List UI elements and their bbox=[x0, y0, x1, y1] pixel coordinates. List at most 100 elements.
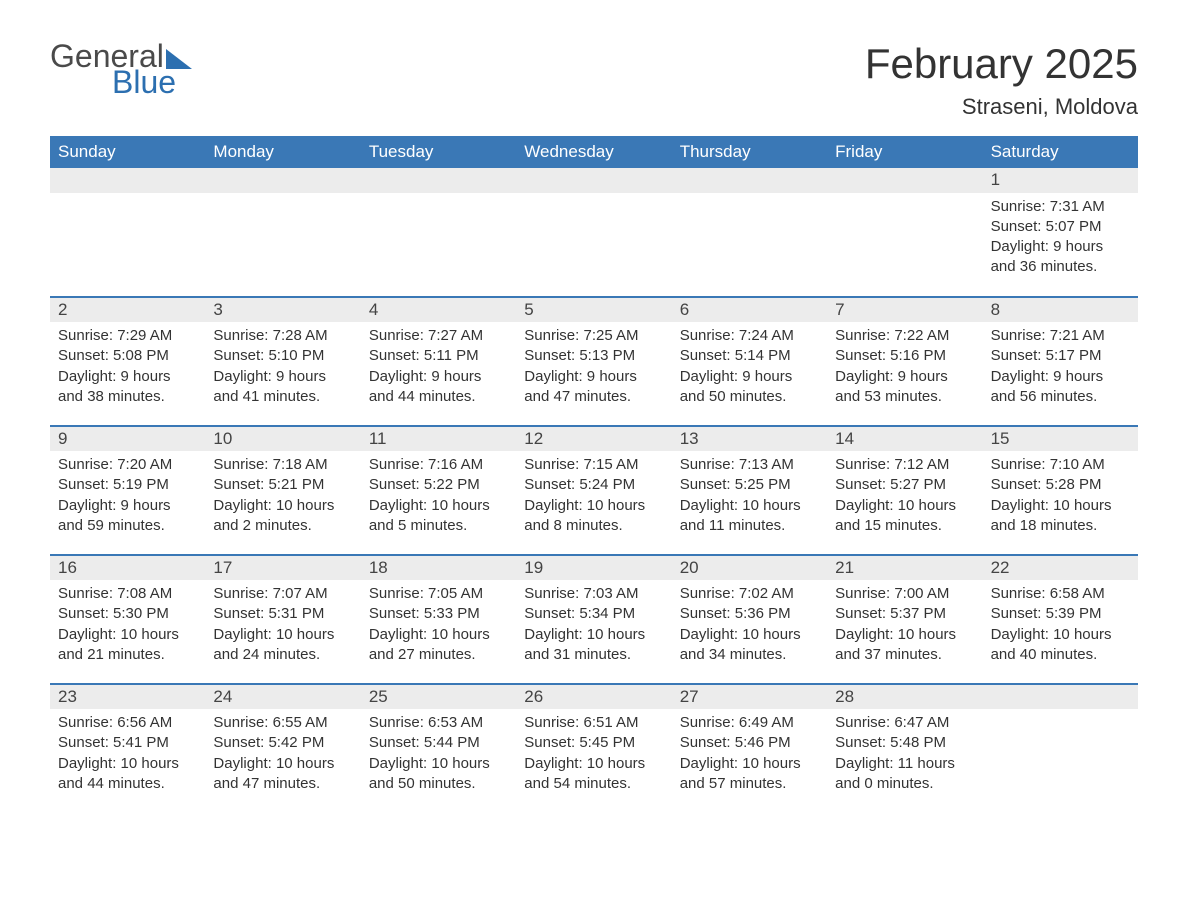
daylight1-text: Daylight: 10 hours bbox=[524, 625, 663, 645]
day-number: 8 bbox=[983, 298, 1138, 322]
sunrise-text: Sunrise: 7:31 AM bbox=[991, 197, 1130, 217]
day-number: 12 bbox=[516, 427, 671, 451]
day-number bbox=[50, 168, 205, 193]
day-cell: Sunrise: 7:08 AMSunset: 5:30 PMDaylight:… bbox=[50, 580, 205, 683]
daynum-band: 16171819202122 bbox=[50, 556, 1138, 580]
daylight2-text: and 37 minutes. bbox=[835, 645, 974, 665]
weekday-monday: Monday bbox=[205, 136, 360, 168]
daylight2-text: and 56 minutes. bbox=[991, 387, 1130, 407]
calendar-week: 232425262728Sunrise: 6:56 AMSunset: 5:41… bbox=[50, 683, 1138, 812]
day-number: 13 bbox=[672, 427, 827, 451]
daylight1-text: Daylight: 10 hours bbox=[680, 496, 819, 516]
daylight1-text: Daylight: 11 hours bbox=[835, 754, 974, 774]
day-number: 28 bbox=[827, 685, 982, 709]
daylight2-text: and 36 minutes. bbox=[991, 257, 1130, 277]
header: General Blue February 2025 Straseni, Mol… bbox=[50, 40, 1138, 120]
day-number: 17 bbox=[205, 556, 360, 580]
day-cell: Sunrise: 6:55 AMSunset: 5:42 PMDaylight:… bbox=[205, 709, 360, 812]
sunrise-text: Sunrise: 7:16 AM bbox=[369, 455, 508, 475]
day-number: 10 bbox=[205, 427, 360, 451]
day-number: 9 bbox=[50, 427, 205, 451]
daylight1-text: Daylight: 10 hours bbox=[680, 754, 819, 774]
day-cell: Sunrise: 7:00 AMSunset: 5:37 PMDaylight:… bbox=[827, 580, 982, 683]
daylight1-text: Daylight: 9 hours bbox=[524, 367, 663, 387]
day-number: 21 bbox=[827, 556, 982, 580]
daynum-band: 1 bbox=[50, 168, 1138, 193]
weekday-saturday: Saturday bbox=[983, 136, 1138, 168]
sunrise-text: Sunrise: 7:12 AM bbox=[835, 455, 974, 475]
sunset-text: Sunset: 5:48 PM bbox=[835, 733, 974, 753]
sunrise-text: Sunrise: 7:08 AM bbox=[58, 584, 197, 604]
day-cell: Sunrise: 7:28 AMSunset: 5:10 PMDaylight:… bbox=[205, 322, 360, 425]
day-number: 5 bbox=[516, 298, 671, 322]
daylight1-text: Daylight: 10 hours bbox=[369, 625, 508, 645]
day-cell: Sunrise: 7:27 AMSunset: 5:11 PMDaylight:… bbox=[361, 322, 516, 425]
sunrise-text: Sunrise: 7:03 AM bbox=[524, 584, 663, 604]
daylight1-text: Daylight: 10 hours bbox=[835, 625, 974, 645]
title-block: February 2025 Straseni, Moldova bbox=[865, 40, 1138, 120]
day-cell bbox=[983, 709, 1138, 812]
daynum-band: 2345678 bbox=[50, 298, 1138, 322]
day-cell: Sunrise: 7:22 AMSunset: 5:16 PMDaylight:… bbox=[827, 322, 982, 425]
daylight1-text: Daylight: 10 hours bbox=[58, 754, 197, 774]
daylight1-text: Daylight: 9 hours bbox=[991, 367, 1130, 387]
daylight1-text: Daylight: 10 hours bbox=[213, 496, 352, 516]
weekday-wednesday: Wednesday bbox=[516, 136, 671, 168]
daylight1-text: Daylight: 10 hours bbox=[58, 625, 197, 645]
daylight1-text: Daylight: 9 hours bbox=[369, 367, 508, 387]
sunset-text: Sunset: 5:21 PM bbox=[213, 475, 352, 495]
daylight2-text: and 47 minutes. bbox=[524, 387, 663, 407]
day-cell: Sunrise: 7:24 AMSunset: 5:14 PMDaylight:… bbox=[672, 322, 827, 425]
sunset-text: Sunset: 5:37 PM bbox=[835, 604, 974, 624]
daylight2-text: and 31 minutes. bbox=[524, 645, 663, 665]
daylight2-text: and 40 minutes. bbox=[991, 645, 1130, 665]
day-number: 27 bbox=[672, 685, 827, 709]
daylight1-text: Daylight: 10 hours bbox=[524, 754, 663, 774]
calendar-week: 9101112131415Sunrise: 7:20 AMSunset: 5:1… bbox=[50, 425, 1138, 554]
day-cell: Sunrise: 6:58 AMSunset: 5:39 PMDaylight:… bbox=[983, 580, 1138, 683]
daylight2-text: and 59 minutes. bbox=[58, 516, 197, 536]
day-cell: Sunrise: 6:53 AMSunset: 5:44 PMDaylight:… bbox=[361, 709, 516, 812]
sunrise-text: Sunrise: 7:15 AM bbox=[524, 455, 663, 475]
daylight1-text: Daylight: 10 hours bbox=[524, 496, 663, 516]
sunrise-text: Sunrise: 7:28 AM bbox=[213, 326, 352, 346]
day-number: 19 bbox=[516, 556, 671, 580]
day-cell bbox=[205, 193, 360, 297]
day-number: 15 bbox=[983, 427, 1138, 451]
sunrise-text: Sunrise: 7:07 AM bbox=[213, 584, 352, 604]
day-number bbox=[205, 168, 360, 193]
day-number: 3 bbox=[205, 298, 360, 322]
weekday-thursday: Thursday bbox=[672, 136, 827, 168]
sunset-text: Sunset: 5:17 PM bbox=[991, 346, 1130, 366]
sunset-text: Sunset: 5:10 PM bbox=[213, 346, 352, 366]
weekday-tuesday: Tuesday bbox=[361, 136, 516, 168]
sunset-text: Sunset: 5:11 PM bbox=[369, 346, 508, 366]
calendar: Sunday Monday Tuesday Wednesday Thursday… bbox=[50, 136, 1138, 812]
weekday-header: Sunday Monday Tuesday Wednesday Thursday… bbox=[50, 136, 1138, 168]
day-cell: Sunrise: 6:49 AMSunset: 5:46 PMDaylight:… bbox=[672, 709, 827, 812]
sunrise-text: Sunrise: 7:25 AM bbox=[524, 326, 663, 346]
day-cell: Sunrise: 7:05 AMSunset: 5:33 PMDaylight:… bbox=[361, 580, 516, 683]
day-number bbox=[361, 168, 516, 193]
sunset-text: Sunset: 5:27 PM bbox=[835, 475, 974, 495]
sunset-text: Sunset: 5:41 PM bbox=[58, 733, 197, 753]
daylight2-text: and 0 minutes. bbox=[835, 774, 974, 794]
day-cell: Sunrise: 7:02 AMSunset: 5:36 PMDaylight:… bbox=[672, 580, 827, 683]
day-cell: Sunrise: 7:15 AMSunset: 5:24 PMDaylight:… bbox=[516, 451, 671, 554]
sunset-text: Sunset: 5:19 PM bbox=[58, 475, 197, 495]
sunrise-text: Sunrise: 6:51 AM bbox=[524, 713, 663, 733]
daylight2-text: and 38 minutes. bbox=[58, 387, 197, 407]
day-cell: Sunrise: 7:07 AMSunset: 5:31 PMDaylight:… bbox=[205, 580, 360, 683]
daynum-band: 9101112131415 bbox=[50, 427, 1138, 451]
sunset-text: Sunset: 5:07 PM bbox=[991, 217, 1130, 237]
daylight2-text: and 44 minutes. bbox=[369, 387, 508, 407]
day-cell bbox=[361, 193, 516, 297]
daylight1-text: Daylight: 9 hours bbox=[58, 496, 197, 516]
daylight1-text: Daylight: 10 hours bbox=[680, 625, 819, 645]
calendar-week: 2345678Sunrise: 7:29 AMSunset: 5:08 PMDa… bbox=[50, 296, 1138, 425]
sunset-text: Sunset: 5:36 PM bbox=[680, 604, 819, 624]
sunrise-text: Sunrise: 7:21 AM bbox=[991, 326, 1130, 346]
day-number: 24 bbox=[205, 685, 360, 709]
sunrise-text: Sunrise: 7:10 AM bbox=[991, 455, 1130, 475]
day-number: 26 bbox=[516, 685, 671, 709]
